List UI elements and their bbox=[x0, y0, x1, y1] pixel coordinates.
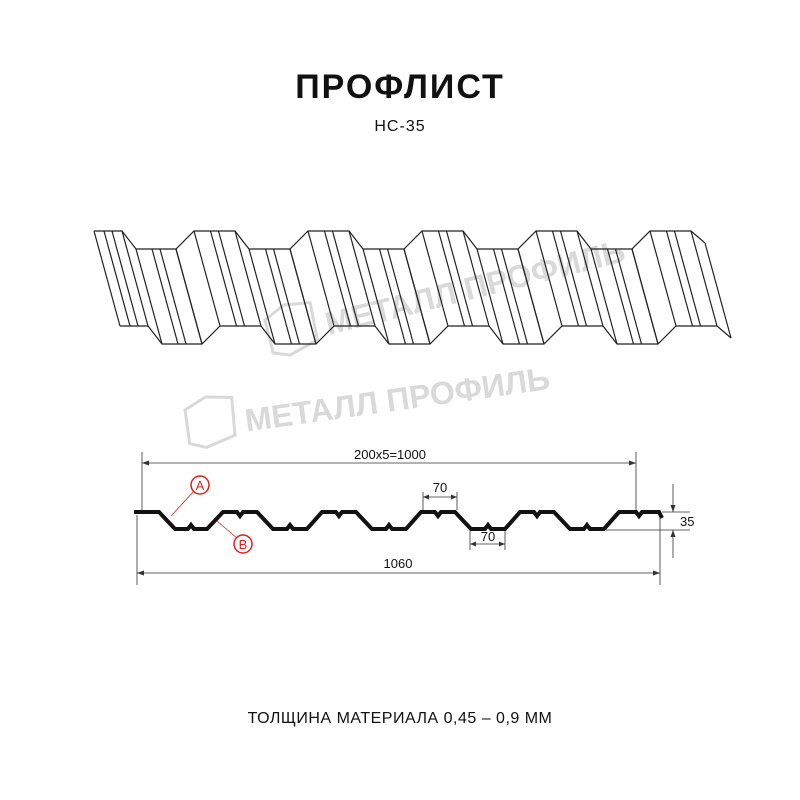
sheet-fold-line bbox=[517, 248, 545, 345]
sheet-fold-line bbox=[121, 230, 149, 327]
sheet-stiffener-line bbox=[209, 230, 238, 327]
sheet-fold-line bbox=[590, 248, 618, 345]
sheet-fold-line bbox=[193, 230, 221, 327]
sheet-stiffener-line bbox=[272, 248, 301, 345]
sheet-stiffener-line bbox=[103, 230, 131, 327]
sheet-stiffener-line bbox=[665, 230, 694, 327]
profile-cross-section bbox=[134, 510, 664, 531]
sheet-fold-line bbox=[631, 248, 659, 345]
sheet-fold-line bbox=[421, 230, 449, 327]
material-thickness-note: ТОЛЩИНА МАТЕРИАЛА 0,45 – 0,9 ММ bbox=[247, 710, 553, 727]
sheet-stiffener-line bbox=[614, 248, 643, 345]
sheet-fold-line bbox=[307, 230, 335, 327]
sheet-stiffener-line bbox=[111, 230, 139, 327]
model-label: НС-35 bbox=[374, 118, 426, 135]
sheet-fold-line bbox=[462, 230, 490, 327]
page-title: ПРОФЛИСТ bbox=[295, 68, 505, 106]
sheet-fold-line bbox=[403, 248, 431, 345]
sheet-stiffener-line bbox=[151, 248, 179, 345]
sheet-stiffener-line bbox=[159, 248, 187, 345]
marker-a: A bbox=[170, 475, 210, 517]
watermark-top: МЕТАЛЛ ПРОФИЛЬ bbox=[263, 233, 629, 357]
bottom-rib-dimension-label: 70 bbox=[481, 529, 495, 544]
sheet-stiffener-line bbox=[437, 230, 466, 327]
sheet-fold-line bbox=[649, 230, 677, 327]
sheet-stiffener-line bbox=[445, 230, 474, 327]
sheet-stiffener-line bbox=[378, 248, 407, 345]
sheet-fold-line bbox=[362, 248, 390, 345]
sheet-fold-line bbox=[135, 248, 163, 345]
svg-text:B: B bbox=[239, 537, 248, 552]
sheet-stiffener-line bbox=[386, 248, 415, 345]
sheet-fold-line bbox=[704, 242, 732, 339]
sheet-fold-line bbox=[576, 230, 604, 327]
sheet-fold-line bbox=[234, 230, 262, 327]
marker-b: B bbox=[216, 520, 253, 554]
sheet-fold-line bbox=[535, 230, 563, 327]
sheet-fold-line bbox=[93, 230, 121, 327]
sheet-fold-line bbox=[348, 230, 376, 327]
top-rib-dimension-label: 70 bbox=[433, 480, 447, 495]
pitch-dimension-label: 200x5=1000 bbox=[354, 447, 426, 462]
sheet-fold-line bbox=[289, 248, 317, 345]
sheet-stiffener-line bbox=[551, 230, 580, 327]
sheet-fold-line bbox=[248, 248, 276, 345]
height-dimension-label: 35 bbox=[680, 514, 694, 529]
sheet-stiffener-line bbox=[323, 230, 352, 327]
total-width-label: 1060 bbox=[384, 556, 413, 571]
sheet-stiffener-line bbox=[500, 248, 529, 345]
sheet-stiffener-line bbox=[606, 248, 635, 345]
dimension-lines bbox=[136, 452, 690, 585]
sheet-stiffener-line bbox=[673, 230, 702, 327]
sheet-stiffener-line bbox=[492, 248, 521, 345]
sheet-stiffener-line bbox=[331, 230, 360, 327]
sheet-stiffener-line bbox=[559, 230, 588, 327]
sheet-fold-line bbox=[175, 248, 203, 345]
sheet-fold-line bbox=[476, 248, 504, 345]
sheet-illustration bbox=[93, 230, 732, 345]
sheet-stiffener-line bbox=[217, 230, 246, 327]
sheet-fold-line bbox=[690, 230, 718, 327]
svg-text:A: A bbox=[196, 478, 205, 493]
sheet-stiffener-line bbox=[264, 248, 293, 345]
watermark-bottom: МЕТАЛЛ ПРОФИЛЬ bbox=[183, 360, 552, 449]
watermark-text: МЕТАЛЛ ПРОФИЛЬ bbox=[243, 360, 552, 438]
